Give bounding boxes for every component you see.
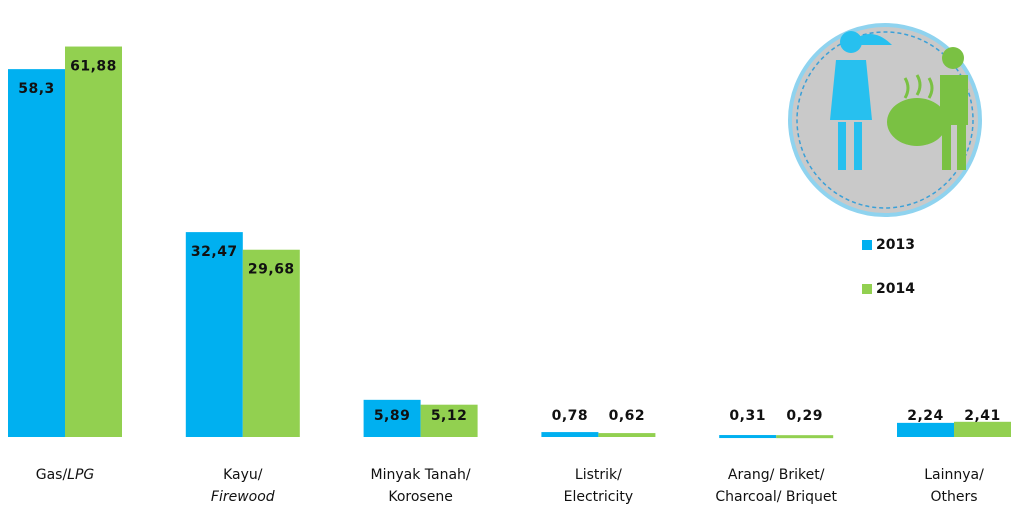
x-tick-label: Kayu/ <box>223 467 263 483</box>
chart: 58,3 61,88 Gas/LPG 32,47 29,68 Kayu/Firewood 5… <box>0 0 1011 509</box>
value-label: 32,47 <box>191 244 238 260</box>
x-tick-label: Charcoal/ Briquet <box>715 489 837 505</box>
value-label: 5,12 <box>431 408 468 424</box>
bar <box>65 47 122 437</box>
value-label: 58,3 <box>18 81 55 97</box>
x-tick-label: Electricity <box>564 489 634 505</box>
x-tick-label: Minyak Tanah/ <box>371 467 471 483</box>
x-tick-label: Firewood <box>211 489 275 505</box>
value-label: 29,68 <box>248 262 295 278</box>
x-tick-label: Arang/ Briket/ <box>728 467 825 483</box>
bar <box>8 69 65 437</box>
value-label: 0,31 <box>729 408 766 424</box>
legend-swatch <box>862 284 872 294</box>
x-tick-label: Others <box>930 489 977 505</box>
bar <box>719 435 776 438</box>
x-tick-label: Listrik/ <box>575 467 622 483</box>
x-tick-label-part: LPG <box>67 467 94 483</box>
bar <box>541 432 598 437</box>
x-tick-label: Gas/LPG <box>36 467 95 483</box>
value-label: 5,89 <box>374 408 411 424</box>
bar <box>897 423 954 437</box>
legend-label: 2014 <box>876 281 915 297</box>
legend-swatch <box>862 240 872 250</box>
x-tick-label: Korosene <box>388 489 452 505</box>
bar <box>243 250 300 437</box>
value-label: 61,88 <box>70 59 117 75</box>
value-label: 2,24 <box>907 408 944 424</box>
value-label: 0,29 <box>786 408 823 424</box>
x-tick-label-part: Gas/ <box>36 467 68 483</box>
bar <box>598 433 655 437</box>
bar <box>776 435 833 438</box>
value-label: 0,78 <box>552 408 589 424</box>
value-label: 0,62 <box>609 408 646 424</box>
bar <box>186 232 243 437</box>
bar <box>954 422 1011 437</box>
legend-label: 2013 <box>876 237 915 253</box>
value-label: 2,41 <box>964 408 1001 424</box>
x-tick-label: Lainnya/ <box>924 467 984 483</box>
illustration <box>790 25 980 215</box>
